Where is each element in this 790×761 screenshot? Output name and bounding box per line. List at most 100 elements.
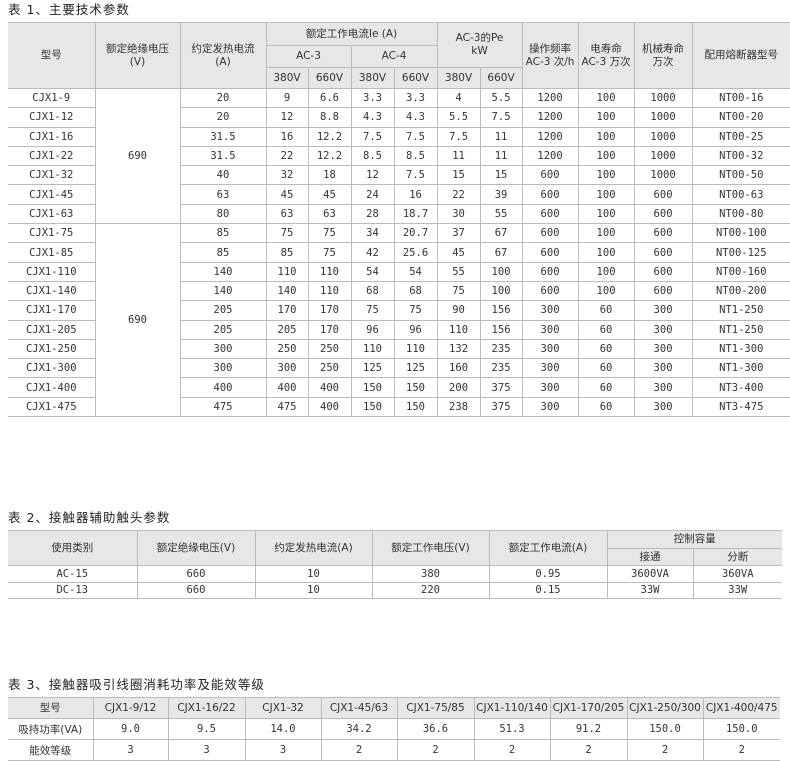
value-cell: 170	[307, 319, 352, 340]
value-cell: 400	[265, 377, 309, 398]
value-cell: 18	[307, 165, 352, 186]
value-cell: 205	[179, 319, 267, 340]
value-cell: 600	[521, 223, 579, 244]
value-cell: 4.3	[393, 107, 438, 128]
value-cell: NT1-250	[691, 300, 790, 321]
value-cell: 200	[436, 377, 481, 398]
value-cell: 300	[265, 358, 309, 379]
table-row: CJX1-75 690 85 75 75 34 20.7 37 67 600 100 600 NT00-…	[8, 223, 790, 418]
value-cell: 2	[626, 739, 704, 761]
header-380v: 380V	[350, 67, 395, 89]
header-cell: 额定绝缘电压(V)	[136, 530, 256, 566]
value-cell: 33W	[692, 581, 782, 599]
table-row: AC-15 660 10 380 0.95 3600VA 360VA	[8, 565, 782, 583]
value-cell: 60	[577, 396, 635, 418]
value-cell: 300	[179, 338, 267, 360]
value-cell: 235	[479, 338, 523, 360]
value-cell: 220	[371, 581, 490, 599]
table3-caption: 表 3、接触器吸引线圈消耗功率及能效等级	[8, 677, 265, 692]
coil-power-table: 型号 CJX1-9/12 CJX1-16/22 CJX1-32 CJX1-45/63 CJ…	[8, 697, 780, 761]
value-cell: CJX1-400/475	[702, 697, 780, 719]
value-cell: 150.0	[626, 718, 704, 740]
value-cell: NT00-125	[691, 242, 790, 263]
value-cell: 39	[479, 184, 523, 205]
value-cell: 11	[479, 126, 523, 147]
value-cell: CJX1-170/205	[549, 697, 628, 719]
header-electrical-life: 电寿命 AC-3 万次	[577, 22, 635, 89]
value-cell: 67	[479, 242, 523, 263]
value-cell: 68	[393, 280, 438, 302]
value-cell: 8.8	[307, 107, 352, 128]
table-row: CJX1-400 400 400 400 150 150 200 375 300 60 300 NT3…	[8, 377, 790, 398]
table-row: CJX1-63 80 63 63 28 18.7 30 55 600 100 600 NT00-80	[8, 203, 790, 225]
value-cell: 12.2	[307, 126, 352, 147]
value-cell: 91.2	[549, 718, 628, 740]
value-cell: 34	[350, 223, 395, 244]
value-cell: 100	[577, 126, 635, 147]
value-cell: 4	[436, 87, 481, 109]
table2-caption: 表 2、接触器辅助触头参数	[8, 510, 171, 525]
header-660v: 660V	[307, 67, 352, 89]
header-380v: 380V	[266, 67, 309, 89]
value-cell: 205	[179, 300, 267, 321]
value-cell: 6.6	[307, 87, 352, 109]
value-cell: 156	[479, 319, 523, 340]
value-cell: 75	[307, 223, 352, 244]
table-row: CJX1-475 475 475 400 150 150 238 375 300 60 300 NT3…	[8, 396, 790, 418]
model-cell: CJX1-75	[8, 223, 96, 244]
value-cell: 9.0	[92, 718, 169, 740]
table1-caption: 表 1、主要技术参数	[8, 2, 130, 17]
value-cell: 85	[179, 223, 267, 244]
model-cell: CJX1-250	[8, 338, 96, 360]
value-cell: 54	[350, 261, 395, 282]
value-cell: 600	[633, 203, 693, 225]
header-control-capacity: 控制容量	[606, 530, 782, 549]
value-cell: 12	[265, 107, 309, 128]
value-cell: 170	[265, 300, 309, 321]
value-cell: 250	[265, 338, 309, 360]
value-cell: 7.5	[436, 126, 481, 147]
value-cell: 156	[479, 300, 523, 321]
model-cell: CJX1-45	[8, 184, 96, 205]
value-cell: 60	[577, 300, 635, 321]
header-thermal-current: 约定发热电流 (A)	[179, 22, 267, 89]
value-cell: 7.5	[479, 107, 523, 128]
value-cell: 10	[254, 581, 373, 599]
value-cell: 475	[265, 396, 309, 418]
value-cell: 3	[167, 739, 246, 761]
value-cell: 15	[479, 165, 523, 186]
value-cell: NT1-300	[691, 338, 790, 360]
value-cell: 300	[633, 396, 693, 418]
value-cell: 400	[307, 396, 352, 418]
value-cell: 1200	[521, 107, 579, 128]
header-subcell: 分断	[692, 548, 782, 566]
model-cell: CJX1-110	[8, 261, 96, 282]
value-cell: 300	[633, 338, 693, 360]
value-cell: 300	[521, 358, 579, 379]
value-cell: 40	[179, 165, 267, 186]
value-cell: 7.5	[350, 126, 395, 147]
value-cell: 300	[633, 377, 693, 398]
value-cell: 20	[179, 87, 267, 109]
value-cell: 1000	[633, 107, 693, 128]
value-cell: 75	[350, 300, 395, 321]
value-cell: 22	[265, 145, 309, 167]
value-cell: 475	[179, 396, 267, 418]
value-cell: NT00-20	[691, 107, 790, 128]
table-row: 吸持功率(VA) 9.0 9.5 14.0 34.2 36.6 51.3 91.2 150.0 1…	[8, 718, 780, 740]
value-cell: 238	[436, 396, 481, 418]
value-cell: NT00-50	[691, 165, 790, 186]
value-cell: 11	[436, 145, 481, 167]
value-cell: 5.5	[436, 107, 481, 128]
value-cell: 16	[265, 126, 309, 147]
value-cell: 400	[179, 377, 267, 398]
value-cell: 75	[265, 223, 309, 244]
header-rated-current: 额定工作电流Ie (A)	[265, 22, 438, 46]
value-cell: 100	[577, 184, 635, 205]
value-cell: NT1-250	[691, 319, 790, 340]
value-cell: 37	[436, 223, 481, 244]
value-cell: 125	[393, 358, 438, 379]
value-cell: 300	[633, 319, 693, 340]
value-cell: 3.3	[393, 87, 438, 109]
value-cell: 140	[179, 280, 267, 302]
